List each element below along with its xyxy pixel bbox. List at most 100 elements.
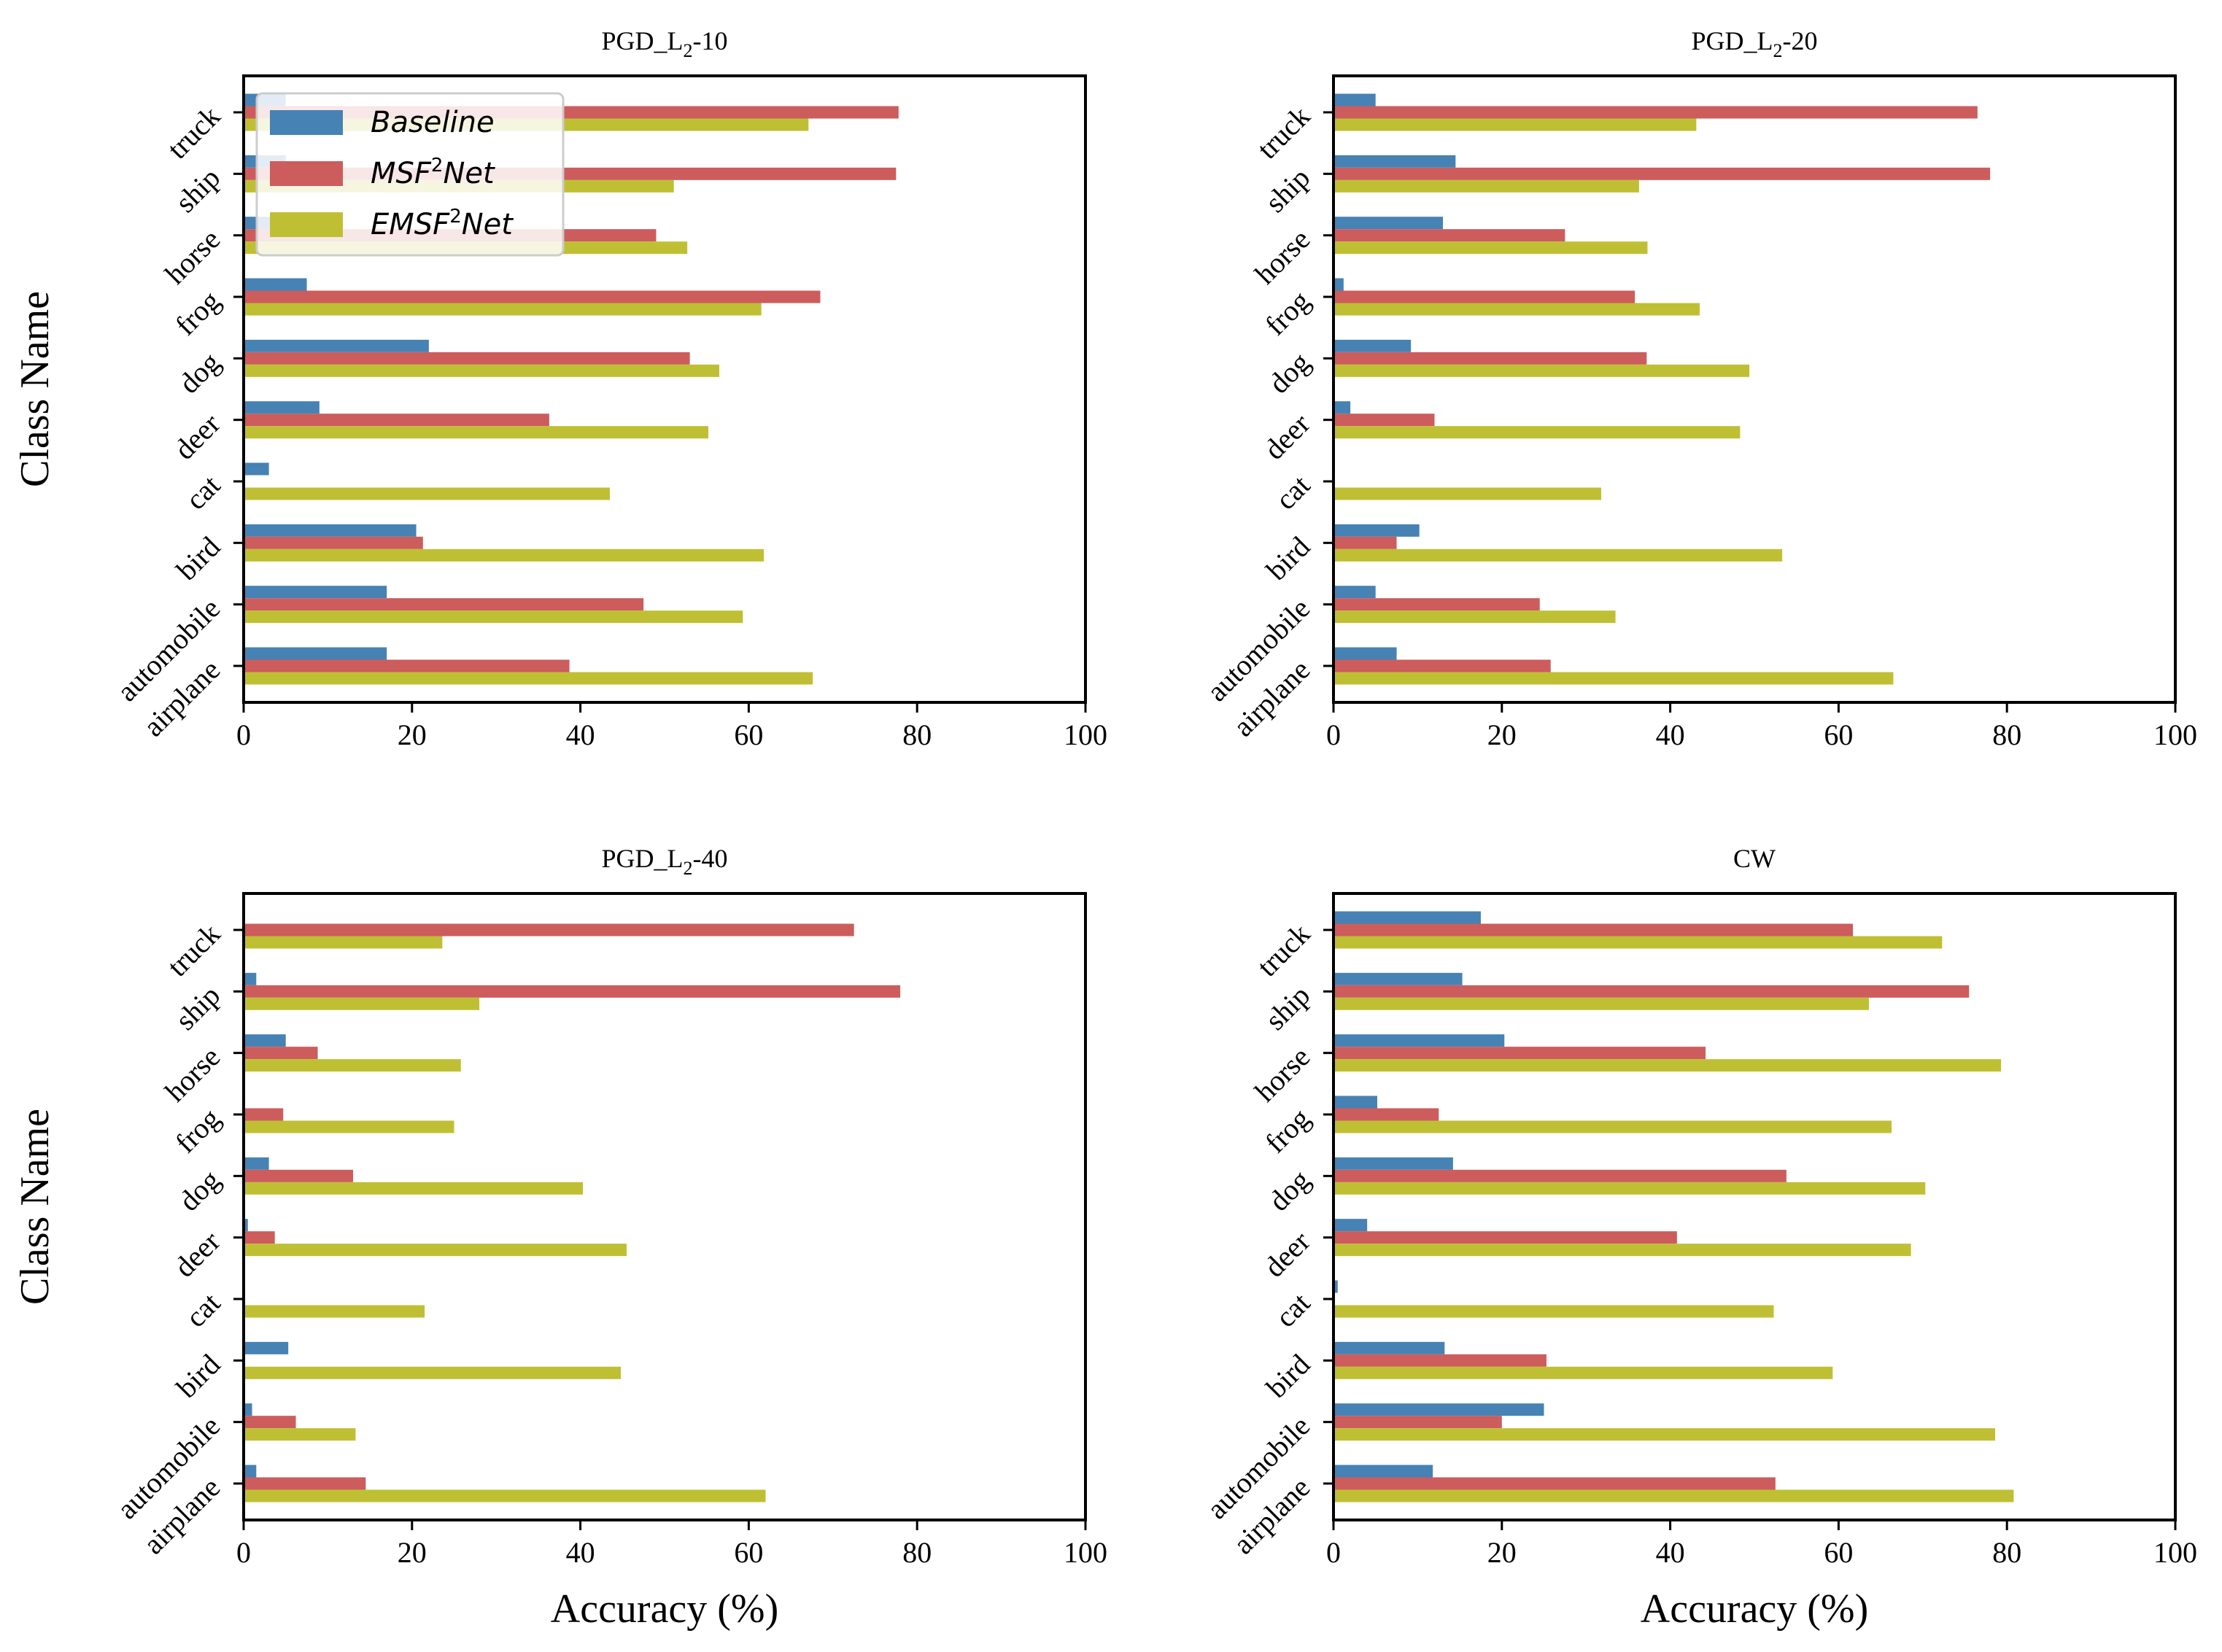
bar-baseline-deer xyxy=(244,1219,248,1232)
y-tick-label-horse: horse xyxy=(158,222,226,290)
bar-baseline-dog xyxy=(244,339,429,352)
bar-baseline-ship xyxy=(1333,972,1463,985)
x-axis-label: Accuracy (%) xyxy=(551,1586,778,1632)
bar-msf2net-frog xyxy=(244,1108,284,1121)
bar-baseline-bird xyxy=(244,1341,289,1354)
x-tick-label: 60 xyxy=(1824,718,1853,751)
bar-emsf2net-cat xyxy=(1333,487,1601,500)
bar-emsf2net-bird xyxy=(244,548,764,562)
y-tick-label-bird: bird xyxy=(1260,1348,1316,1404)
x-tick-label: 80 xyxy=(1992,1536,2021,1569)
bar-emsf2net-frog xyxy=(1333,1120,1892,1133)
y-tick-label-cat: cat xyxy=(179,1287,227,1334)
bar-msf2net-automobile xyxy=(244,598,644,611)
bar-msf2net-bird xyxy=(1333,1354,1547,1367)
bar-baseline-frog xyxy=(1333,1095,1378,1109)
x-axis-label: Accuracy (%) xyxy=(1641,1586,1868,1632)
bar-emsf2net-ship xyxy=(1333,997,1869,1010)
bar-msf2net-horse xyxy=(244,1047,318,1060)
legend-label-msf2net: MSF2Net xyxy=(371,155,495,190)
bar-baseline-airplane xyxy=(1333,647,1397,660)
x-tick-label: 60 xyxy=(1824,1536,1853,1569)
bar-baseline-bird xyxy=(1333,524,1420,537)
bar-emsf2net-bird xyxy=(1333,1366,1833,1379)
y-tick-label-frog: frog xyxy=(1258,1102,1316,1160)
y-tick-label-deer: deer xyxy=(1258,407,1316,465)
chart-title-main: PGD_L xyxy=(601,844,683,873)
legend-label-suffix: Net xyxy=(462,208,514,241)
legend-label-prefix: MSF xyxy=(371,157,432,190)
bar-msf2net-ship xyxy=(1333,985,1970,998)
bar-emsf2net-automobile xyxy=(244,1428,356,1441)
bar-emsf2net-automobile xyxy=(1333,1428,1996,1441)
x-tick-label: 0 xyxy=(1326,1536,1341,1569)
y-tick-label-dog: dog xyxy=(1262,1163,1316,1217)
bar-emsf2net-dog xyxy=(1333,1182,1926,1195)
bar-emsf2net-frog xyxy=(1333,303,1700,316)
bar-emsf2net-airplane xyxy=(1333,672,1894,685)
axes-frame xyxy=(1332,74,2177,704)
bar-msf2net-deer xyxy=(244,414,549,427)
bar-msf2net-airplane xyxy=(244,659,570,672)
bar-emsf2net-horse xyxy=(1333,1059,2002,1072)
bar-baseline-bird xyxy=(1333,1341,1445,1354)
bar-baseline-cat xyxy=(244,462,269,476)
bar-baseline-frog xyxy=(244,278,307,291)
bar-msf2net-dog xyxy=(1333,1169,1786,1182)
x-tick-label: 0 xyxy=(236,1536,251,1569)
y-tick-label-dog: dog xyxy=(172,346,226,400)
bar-emsf2net-cat xyxy=(1333,1305,1774,1318)
bar-baseline-truck xyxy=(1333,911,1481,924)
chart-title: PGD_L2-20 xyxy=(1691,26,1817,61)
x-tick-label: 40 xyxy=(566,1536,595,1569)
bar-emsf2net-deer xyxy=(1333,1244,1911,1257)
y-tick-label-ship: ship xyxy=(169,161,226,219)
bar-emsf2net-ship xyxy=(1333,179,1639,193)
bar-emsf2net-airplane xyxy=(244,672,813,685)
y-tick-label-dog: dog xyxy=(172,1163,226,1217)
chart-title-suffix: -10 xyxy=(693,26,728,55)
x-tick-label: 100 xyxy=(2153,1536,2197,1569)
chart-title-suffix: -20 xyxy=(1783,26,1818,55)
x-tick-label: 0 xyxy=(236,718,251,751)
bar-baseline-horse xyxy=(244,1034,286,1047)
bar-msf2net-truck xyxy=(244,923,854,936)
x-tick-label: 60 xyxy=(734,1536,763,1569)
chart-title: PGD_L2-10 xyxy=(601,26,727,61)
x-tick-label: 100 xyxy=(1064,1536,1107,1569)
bar-msf2net-bird xyxy=(244,536,423,549)
bar-emsf2net-airplane xyxy=(244,1489,766,1502)
bar-emsf2net-dog xyxy=(1333,364,1750,377)
bar-msf2net-horse xyxy=(1333,229,1565,242)
x-tick-label: 20 xyxy=(398,718,427,751)
chart-panel-2: 0 20 40 60 80 100airplaneautomobilebirdcatdee… xyxy=(1200,26,2197,751)
bar-msf2net-frog xyxy=(1333,1108,1439,1121)
x-tick-label: 100 xyxy=(1064,718,1107,751)
y-tick-label-bird: bird xyxy=(170,1348,226,1404)
bar-msf2net-dog xyxy=(244,1169,354,1182)
bar-emsf2net-automobile xyxy=(244,610,743,624)
y-tick-label-deer: deer xyxy=(1258,1225,1316,1283)
axes-frame xyxy=(242,74,1087,704)
bar-baseline-deer xyxy=(244,401,320,414)
chart-title-sub: 2 xyxy=(1773,40,1783,61)
legend-label-baseline: Baseline xyxy=(371,106,495,139)
x-tick-label: 80 xyxy=(902,718,932,751)
y-tick-label-deer: deer xyxy=(168,1225,226,1283)
legend-label-prefix: Baseline xyxy=(371,106,495,139)
y-tick-label-deer: deer xyxy=(168,407,226,465)
y-tick-label-frog: frog xyxy=(169,1102,226,1160)
bar-baseline-deer xyxy=(1333,1219,1368,1232)
bar-baseline-automobile xyxy=(1333,586,1376,599)
x-tick-label: 20 xyxy=(1487,1536,1517,1569)
chart-title: PGD_L2-40 xyxy=(601,844,727,879)
bar-baseline-ship xyxy=(244,972,257,985)
bar-emsf2net-truck xyxy=(244,936,443,949)
bar-baseline-horse xyxy=(1333,1034,1505,1047)
y-tick-label-horse: horse xyxy=(158,1040,226,1108)
chart-title-main: CW xyxy=(1733,844,1776,873)
bar-msf2net-dog xyxy=(244,352,690,365)
y-tick-label-bird: bird xyxy=(170,530,226,586)
chart-title-sub: 2 xyxy=(684,40,693,61)
